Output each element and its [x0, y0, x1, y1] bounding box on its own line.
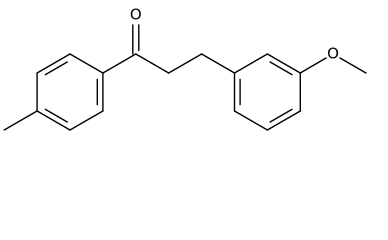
bond [135, 53, 170, 74]
ring-bond [69, 53, 104, 74]
ring-bond [266, 53, 301, 74]
ring-bond [36, 110, 71, 131]
ring-bond [266, 110, 301, 131]
ring-bond [69, 110, 104, 131]
ring-double-bond [44, 108, 68, 123]
carbonyl-oxygen: O [130, 6, 142, 24]
page: O O (() => { const data = JSON.parse(doc… [3, 5, 367, 131]
bond [167, 53, 203, 74]
methyl-bond [3, 110, 38, 131]
methoxy-oxygen: O [327, 45, 339, 63]
bond [200, 53, 236, 74]
structure-diagram: O O [3, 6, 367, 131]
ring-double-bond [269, 61, 293, 76]
ether-bond [339, 57, 367, 74]
ether-bond [299, 57, 327, 74]
ring-bond [233, 53, 269, 74]
ring-double-bond [269, 108, 293, 123]
ring-double-bond [44, 61, 68, 76]
bond [102, 53, 137, 74]
ring-bond [36, 53, 71, 74]
ring-bond [233, 110, 269, 131]
